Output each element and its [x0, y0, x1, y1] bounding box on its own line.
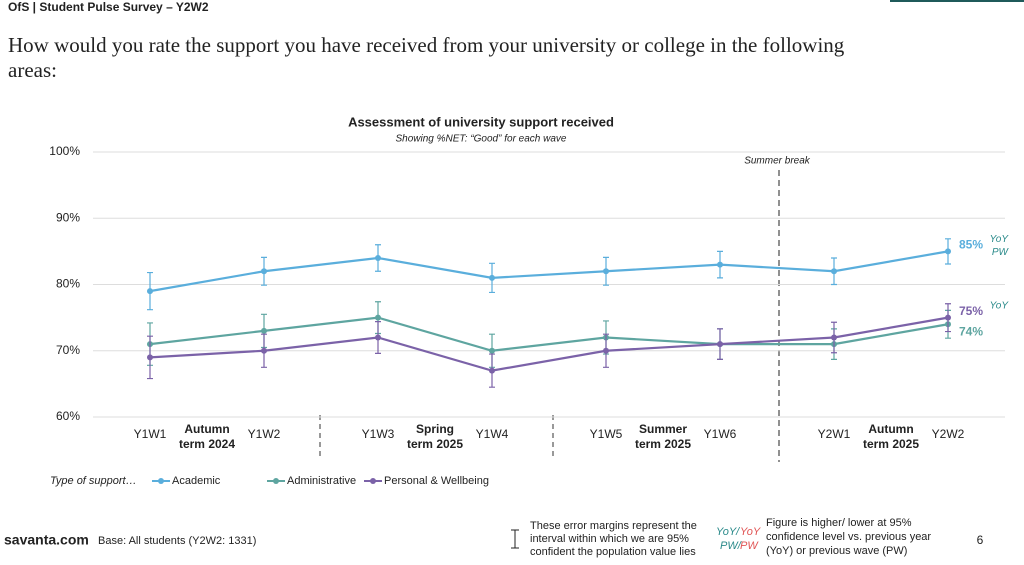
legend-dot — [370, 478, 376, 484]
significance-flag: PW — [992, 247, 1010, 258]
significance-flag: YoY — [990, 300, 1010, 311]
y-tick-label: 90% — [56, 210, 80, 224]
chart-title: Assessment of university support receive… — [348, 114, 614, 129]
point — [603, 268, 609, 275]
sig-note: (YoY) or previous wave (PW) — [766, 545, 907, 557]
x-tick-label: Y1W3 — [362, 427, 395, 441]
x-tick-label: Y2W2 — [932, 427, 965, 441]
value-label: 85% — [959, 238, 983, 252]
x-tick-label: Y2W1 — [818, 427, 851, 441]
y-tick-label: 70% — [56, 343, 80, 357]
group-label: Summer — [639, 422, 687, 436]
point — [489, 274, 495, 281]
series-line — [149, 316, 949, 352]
group-label: term 2025 — [407, 437, 463, 451]
x-tick-label: Y1W5 — [590, 427, 623, 441]
page-number: 6 — [977, 533, 984, 547]
sig-higher: YoY/ — [716, 526, 740, 538]
y-tick-label: 100% — [49, 144, 80, 158]
group-label: term 2024 — [179, 437, 235, 451]
point — [717, 341, 723, 348]
point — [489, 347, 495, 354]
series-line — [149, 250, 949, 293]
legend-label: Personal & Wellbeing — [384, 475, 489, 487]
sig-higher: PW/ — [720, 540, 742, 552]
point — [375, 314, 381, 321]
brand: savanta.com — [4, 532, 89, 548]
y-tick-label: 80% — [56, 277, 80, 291]
point — [375, 255, 381, 261]
x-tick-label: Y1W1 — [134, 427, 167, 441]
point — [261, 327, 267, 334]
group-label: term 2025 — [635, 437, 691, 451]
legend-dot — [158, 478, 164, 484]
error-note: These error margins represent the — [530, 520, 697, 532]
point — [147, 288, 153, 295]
group-label: term 2025 — [863, 437, 919, 451]
header-title: OfS | Student Pulse Survey – Y2W2 — [8, 0, 209, 14]
x-tick-label: Y1W4 — [476, 427, 509, 441]
error-note: interval within which we are 95% — [530, 533, 689, 545]
legend-dot — [273, 478, 279, 484]
x-tick-label: Y1W2 — [248, 427, 281, 441]
point — [489, 367, 495, 374]
point — [261, 268, 267, 275]
value-label: 74% — [959, 324, 983, 338]
question: areas: — [8, 58, 57, 82]
significance-flag: YoY — [990, 234, 1010, 245]
sig-lower: PW — [740, 540, 759, 552]
point — [261, 347, 267, 354]
point — [603, 347, 609, 354]
point — [147, 354, 153, 361]
break-label: Summer break — [744, 156, 811, 167]
legend-label: Administrative — [287, 475, 356, 487]
chart-subtitle: Showing %NET: “Good” for each wave — [395, 134, 566, 145]
base-note: Base: All students (Y2W2: 1331) — [98, 535, 256, 547]
group-label: Autumn — [868, 422, 913, 436]
x-tick-label: Y1W6 — [704, 427, 737, 441]
group-label: Autumn — [184, 422, 229, 436]
point — [945, 248, 951, 255]
point — [831, 334, 837, 341]
group-label: Spring — [416, 422, 454, 436]
point — [717, 261, 723, 268]
error-icon — [511, 529, 519, 549]
series-line — [149, 316, 949, 372]
y-tick-label: 60% — [56, 409, 80, 423]
sig-note: confidence level vs. previous year — [766, 531, 931, 543]
point — [831, 268, 837, 275]
error-note: confident the population value lies — [530, 546, 696, 558]
point — [375, 334, 381, 341]
sig-note: Figure is higher/ lower at 95% — [766, 517, 912, 529]
question: How would you rate the support you have … — [8, 33, 845, 57]
point — [945, 314, 951, 321]
legend-title: Type of support… — [50, 475, 137, 487]
value-label: 75% — [959, 304, 983, 318]
sig-lower: YoY — [740, 526, 761, 538]
legend-label: Academic — [172, 475, 221, 487]
